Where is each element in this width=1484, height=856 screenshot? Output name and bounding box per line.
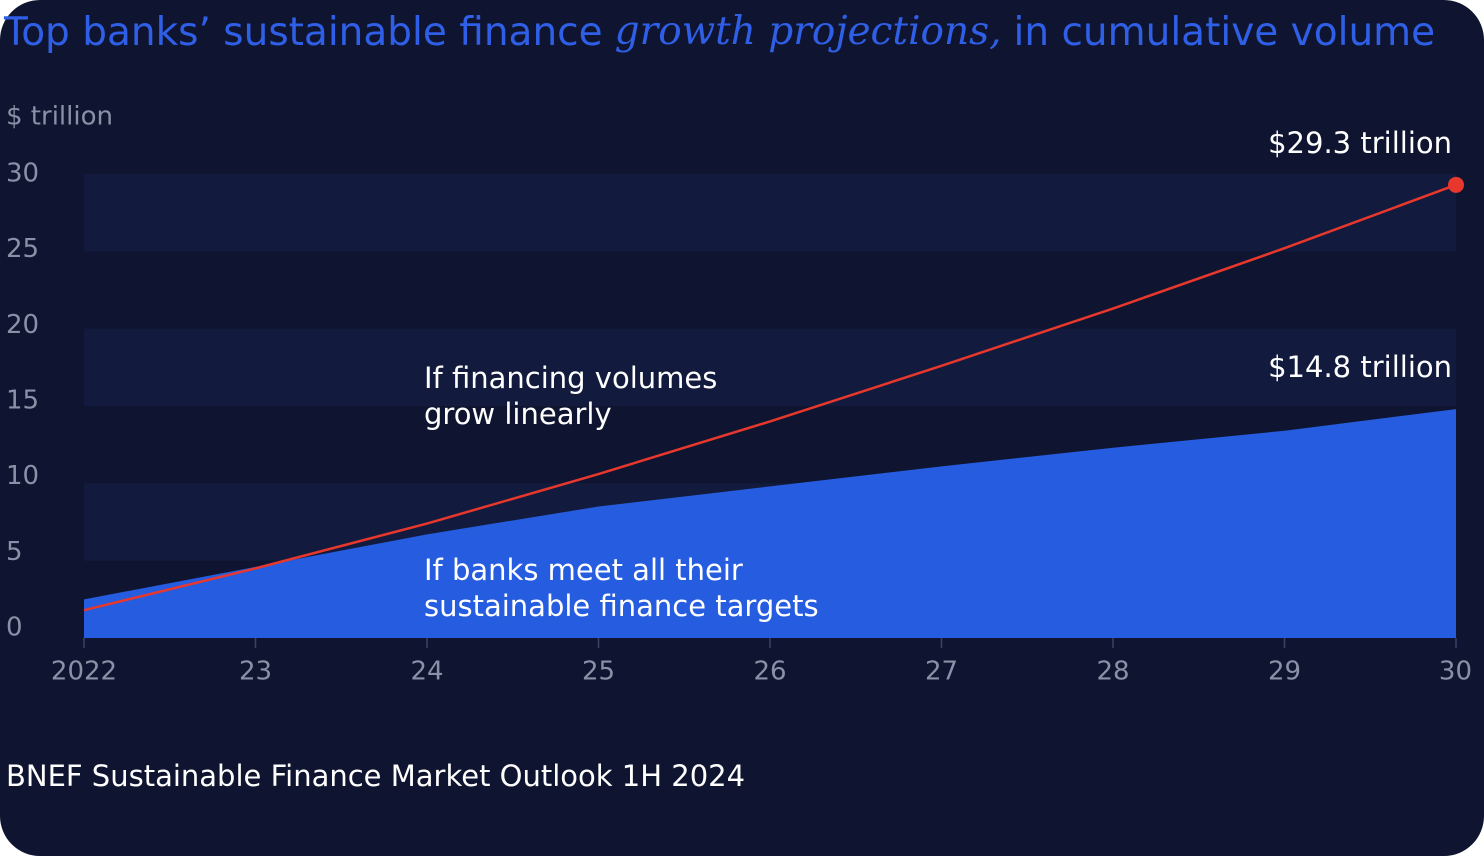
- title-part: Top banks’ sustainable finance: [3, 10, 603, 55]
- y-tick-label: 30: [6, 159, 39, 189]
- x-tick-label: 2022: [51, 657, 117, 687]
- y-tick-label: 15: [6, 386, 39, 416]
- x-tick-label: 27: [925, 657, 958, 687]
- end-label: $29.3 trillion: [1268, 126, 1452, 160]
- y-axis-label: $ trillion: [6, 102, 113, 132]
- line: [83, 183, 1457, 612]
- x-tick-label: 24: [410, 657, 443, 687]
- title-part: growth projections,: [615, 9, 1002, 54]
- y-tick-label: 20: [6, 310, 39, 340]
- y-tick-label: 25: [6, 234, 39, 264]
- area: [84, 409, 1456, 638]
- series-label: If financing volumes: [424, 361, 717, 395]
- x-tick-label: 29: [1268, 657, 1301, 687]
- end-label: $14.8 trillion: [1268, 350, 1452, 384]
- x-tick-label: 26: [753, 657, 786, 687]
- chart-title: Top banks’ sustainable finance growth pro…: [3, 9, 1435, 55]
- x-tick-label: 30: [1439, 657, 1472, 687]
- title-part: in cumulative volume: [1014, 10, 1436, 55]
- grid-band: [84, 174, 1456, 252]
- y-tick-label: 0: [6, 613, 23, 643]
- y-tick-label: 5: [6, 537, 23, 567]
- x-tick-label: 23: [239, 657, 272, 687]
- x-tick-label: 28: [1096, 657, 1129, 687]
- series-label: grow linearly: [424, 397, 612, 431]
- x-tick-label: 25: [582, 657, 615, 687]
- grid-band: [84, 328, 1456, 406]
- source: BNEF Sustainable Finance Market Outlook …: [6, 759, 745, 793]
- end-point: [1448, 176, 1464, 193]
- series-label: sustainable finance targets: [424, 589, 819, 623]
- series-label: If banks meet all their: [424, 553, 743, 587]
- y-tick-label: 10: [6, 461, 39, 491]
